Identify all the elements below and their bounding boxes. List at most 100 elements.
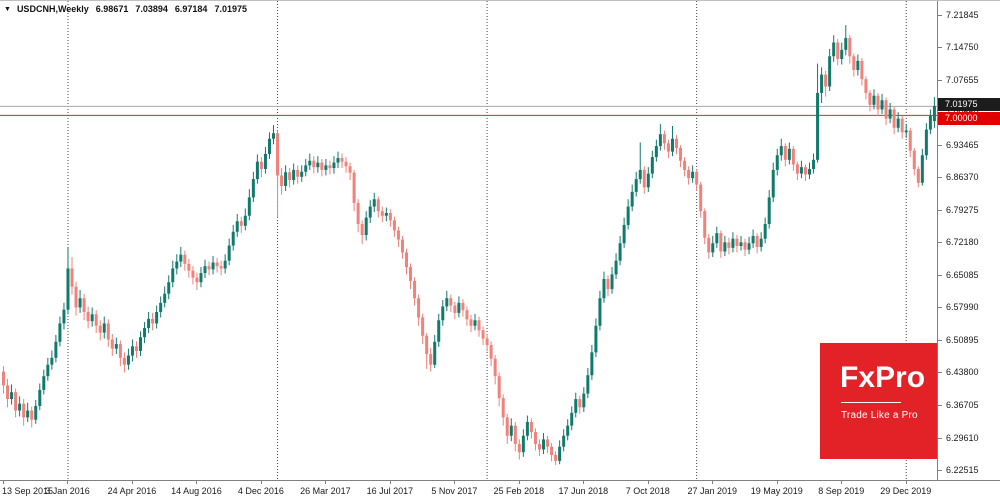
candle-body bbox=[66, 268, 70, 310]
x-axis-date-label: 8 Sep 2019 bbox=[818, 486, 865, 496]
candle-body bbox=[634, 179, 638, 192]
candle-body bbox=[457, 302, 461, 313]
candle-body bbox=[368, 206, 372, 218]
candle-body bbox=[215, 262, 219, 267]
x-axis-date-label: 13 Sep 2015 bbox=[2, 486, 54, 496]
candle-body bbox=[888, 109, 892, 119]
candle-body bbox=[211, 262, 215, 270]
candle-body bbox=[10, 392, 14, 400]
candle-body bbox=[783, 146, 787, 160]
x-axis-tickmark bbox=[712, 481, 714, 484]
price-chart[interactable] bbox=[0, 1, 937, 480]
candle-body bbox=[316, 162, 320, 168]
candle-body bbox=[94, 314, 98, 326]
time-axis[interactable]: 13 Sep 2015 3 Jan 2016 24 Apr 2016 14 Aug 2… bbox=[0, 480, 1000, 500]
candle-body bbox=[654, 146, 658, 158]
y-axis-tick-label: 6.93465 bbox=[946, 139, 979, 150]
y-axis-tick-label: 6.22515 bbox=[946, 465, 979, 476]
y-axis-tickmark bbox=[938, 177, 942, 179]
candle-body bbox=[22, 403, 26, 418]
candle-body bbox=[546, 439, 550, 447]
candle-body bbox=[413, 280, 417, 299]
y-axis-tickmark bbox=[938, 47, 942, 49]
x-axis-date-label: 5 Nov 2017 bbox=[431, 486, 478, 496]
candle-body bbox=[139, 337, 143, 351]
candle-body bbox=[163, 293, 167, 303]
candle-body bbox=[147, 318, 151, 329]
candle-body bbox=[70, 268, 74, 287]
candle-body bbox=[288, 172, 292, 181]
candle-body bbox=[396, 230, 400, 240]
candle-body bbox=[574, 399, 578, 413]
chart-plot-area[interactable]: ▼ USDCNH,Weekly 6.98671 7.03894 6.97184 7.019… bbox=[0, 1, 940, 480]
candle-body bbox=[816, 92, 820, 160]
candle-body bbox=[58, 323, 62, 342]
candle-body bbox=[126, 355, 130, 365]
candle-body bbox=[405, 252, 408, 268]
candle-body bbox=[223, 260, 227, 269]
candle-body bbox=[586, 375, 590, 394]
candle-body bbox=[787, 148, 791, 160]
x-axis-date-label: 17 Jun 2018 bbox=[558, 486, 609, 496]
candle-body bbox=[594, 325, 598, 353]
candle-body bbox=[167, 282, 171, 294]
y-axis-tickmark bbox=[938, 470, 942, 472]
candle-body bbox=[348, 166, 352, 173]
candle-body bbox=[489, 344, 493, 359]
high-value: 7.03894 bbox=[135, 4, 168, 14]
candle-body bbox=[920, 155, 924, 183]
x-axis-tickmark bbox=[131, 481, 133, 484]
x-axis-date-label: 24 Apr 2016 bbox=[107, 486, 157, 496]
candle-body bbox=[513, 425, 517, 444]
candle-body bbox=[118, 344, 122, 358]
candle-body bbox=[465, 310, 469, 320]
candle-body bbox=[312, 160, 316, 168]
candle-body bbox=[695, 171, 699, 185]
candle-body bbox=[932, 105, 936, 122]
candle-body bbox=[606, 278, 610, 290]
y-axis-tick-label: 6.57990 bbox=[946, 302, 979, 313]
chart-header: ▼ USDCNH,Weekly 6.98671 7.03894 6.97184 7.019… bbox=[4, 4, 247, 14]
candle-body bbox=[259, 161, 263, 170]
candle-body bbox=[832, 42, 836, 57]
candle-body bbox=[630, 191, 634, 207]
candle-body bbox=[380, 211, 384, 216]
candle-body bbox=[820, 74, 824, 93]
candle-body bbox=[267, 138, 271, 154]
x-axis-date-label: 3 Jan 2016 bbox=[45, 486, 90, 496]
candle-body bbox=[687, 169, 691, 179]
candle-body bbox=[98, 325, 102, 333]
candle-body bbox=[183, 254, 187, 264]
y-axis-tickmark bbox=[938, 242, 942, 244]
x-axis-date-label: 19 May 2019 bbox=[750, 486, 803, 496]
candle-body bbox=[155, 311, 159, 324]
price-axis[interactable]: 7.218457.147507.076557.005606.934656.863… bbox=[937, 1, 1000, 480]
candle-body bbox=[372, 199, 376, 207]
candle-body bbox=[320, 162, 324, 170]
candle-body bbox=[904, 130, 908, 133]
y-axis-tick-label: 6.43800 bbox=[946, 367, 979, 378]
candle-body bbox=[622, 224, 626, 244]
candle-body bbox=[892, 109, 896, 128]
x-axis-tickmark bbox=[841, 481, 843, 484]
low-value: 6.97184 bbox=[174, 4, 208, 14]
candle-body bbox=[719, 233, 723, 252]
candle-body bbox=[876, 95, 880, 110]
fxpro-logo: FxPro Trade Like a Pro bbox=[820, 343, 940, 459]
candle-body bbox=[34, 405, 38, 420]
candle-body bbox=[578, 399, 582, 408]
price-axis-labels: 7.218457.147507.076557.005606.934656.863… bbox=[938, 1, 1000, 480]
candle-body bbox=[852, 56, 856, 71]
candle-body bbox=[356, 202, 360, 225]
candle-body bbox=[525, 421, 529, 436]
y-axis-tickmark bbox=[938, 339, 942, 341]
x-axis-date-label: 29 Dec 2019 bbox=[880, 486, 932, 496]
candle-body bbox=[505, 417, 509, 436]
candle-body bbox=[739, 242, 743, 246]
y-axis-tick-label: 6.79275 bbox=[946, 204, 979, 215]
x-axis-tickmark bbox=[454, 481, 456, 484]
candle-body bbox=[151, 318, 155, 324]
candle-body bbox=[255, 161, 259, 180]
candle-body bbox=[300, 171, 304, 177]
candle-body bbox=[884, 100, 888, 119]
